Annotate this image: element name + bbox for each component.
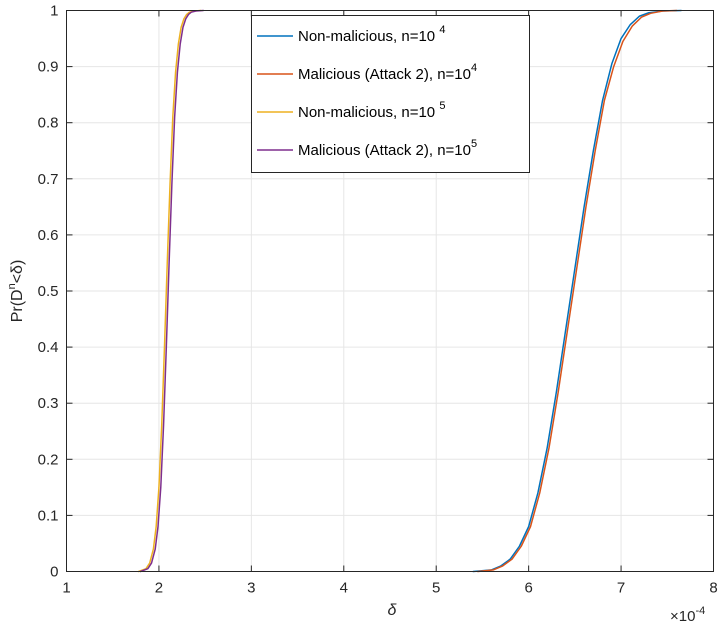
legend-entry-3: Non-malicious, n=10 5 [257, 100, 445, 121]
y-label-superscript: n [6, 283, 18, 289]
series-line-1 [472, 9, 682, 573]
y-tick-label-1: 1 [50, 3, 58, 20]
legend-label-3: Non-malicious, n=10 5 [298, 100, 445, 121]
legend-label-2: Malicious (Attack 2), n=104 [298, 62, 477, 83]
tick-layer: 1 2 3 4 5 6 7 8 0 0.1 0.2 0.3 0.4 0.5 0.6 0.7 0.8 0.9 1 [38, 3, 718, 597]
x-tick-label-6: 6 [524, 580, 532, 597]
series-layer [137, 9, 682, 573]
x-tick-label-8: 8 [709, 580, 717, 597]
legend-label-1: Non-malicious, n=10 4 [298, 24, 445, 45]
x-axis-label: δ [388, 602, 398, 619]
series-line-4 [139, 9, 205, 573]
x-tick-label-2: 2 [155, 580, 163, 597]
y-tick-label-0.9: 0.9 [38, 59, 59, 76]
x-tick-label-5: 5 [432, 580, 440, 597]
y-label-part-a: Pr(D [9, 289, 26, 322]
y-tick-label-0.8: 0.8 [38, 115, 59, 132]
x-tick-label-4: 4 [340, 580, 348, 597]
series-line-2 [477, 9, 678, 573]
y-tick-label-0.5: 0.5 [38, 283, 59, 300]
y-tick-label-0.7: 0.7 [38, 171, 59, 188]
y-tick-label-0.4: 0.4 [38, 339, 59, 356]
legend-label-4: Malicious (Attack 2), n=105 [298, 138, 477, 159]
x-tick-label-3: 3 [247, 580, 255, 597]
y-tick-label-0.3: 0.3 [38, 395, 59, 412]
legend-entry-1: Non-malicious, n=10 4 [257, 24, 445, 45]
x-tick-label-7: 7 [617, 580, 625, 597]
series-line-3 [137, 9, 202, 573]
y-axis-label: Pr(Dn<δ) [6, 260, 26, 323]
y-label-part-b: <δ) [9, 260, 26, 284]
x-multiplier-exponent: -4 [695, 605, 705, 617]
y-tick-label-0: 0 [50, 564, 58, 581]
legend: Non-malicious, n=10 4 Malicious (Attack … [251, 15, 530, 173]
y-tick-label-0.6: 0.6 [38, 227, 59, 244]
x-multiplier-base: ×10 [670, 608, 695, 625]
y-tick-label-0.1: 0.1 [38, 507, 59, 524]
legend-entry-2: Malicious (Attack 2), n=104 [257, 62, 477, 83]
y-tick-label-0.2: 0.2 [38, 451, 59, 468]
legend-entry-4: Malicious (Attack 2), n=105 [257, 138, 477, 159]
x-tick-label-1: 1 [62, 580, 70, 597]
x-axis-multiplier: ×10-4 [670, 605, 705, 625]
legend-box [251, 15, 530, 173]
